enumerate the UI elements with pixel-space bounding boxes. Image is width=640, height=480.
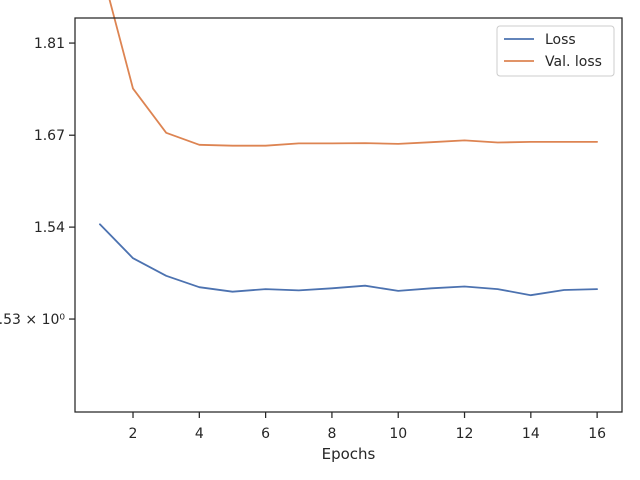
y-tick-label: 1.67 bbox=[34, 128, 65, 144]
x-tick-label: 2 bbox=[129, 426, 138, 442]
x-tick-label: 8 bbox=[327, 426, 336, 442]
x-tick-label: 14 bbox=[522, 426, 540, 442]
series-line-loss bbox=[99, 223, 598, 297]
x-tick-label: 10 bbox=[389, 426, 407, 442]
legend: Loss Val. loss bbox=[496, 25, 615, 77]
y-tick-label: 1.54 bbox=[34, 220, 65, 236]
x-axis-title: Epochs bbox=[322, 445, 376, 463]
x-tick-label: 12 bbox=[456, 426, 474, 442]
y-tick-label: 1.81 bbox=[34, 36, 65, 52]
series-line-val-loss bbox=[108, 0, 598, 147]
x-tick-label: 16 bbox=[588, 426, 606, 442]
legend-label: Loss bbox=[545, 32, 576, 48]
x-axis: 2 4 6 8 10 12 14 16 bbox=[129, 412, 606, 442]
legend-label: Val. loss bbox=[545, 54, 602, 70]
x-tick-label: 4 bbox=[195, 426, 204, 442]
y-tick-label: 1.53 × 10⁰ bbox=[0, 312, 65, 328]
plot-lines bbox=[99, 0, 598, 297]
x-tick-label: 6 bbox=[261, 426, 270, 442]
plot-frame bbox=[74, 17, 623, 413]
